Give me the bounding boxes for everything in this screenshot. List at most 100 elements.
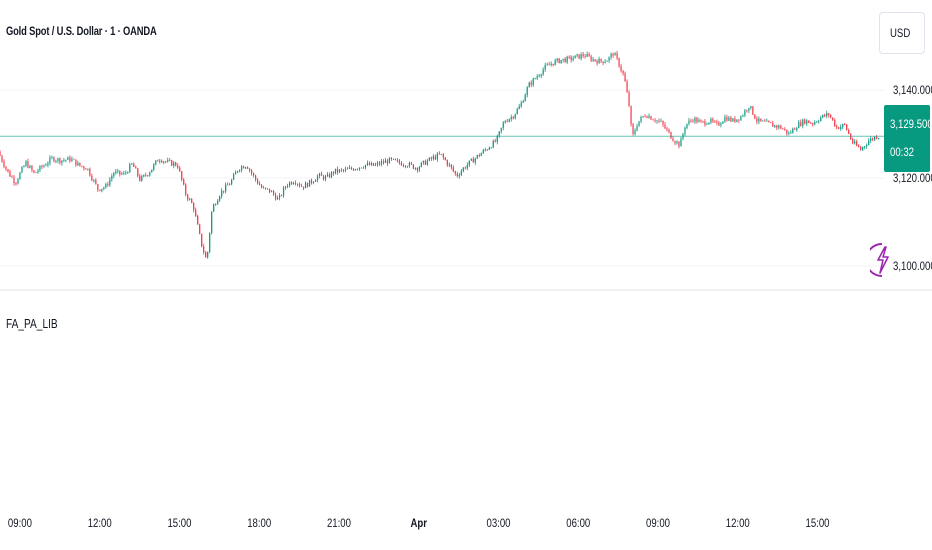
candle <box>866 143 868 149</box>
candle <box>860 145 862 151</box>
candle <box>406 165 408 168</box>
candle <box>772 120 774 127</box>
candle <box>572 55 574 62</box>
candle <box>546 62 548 66</box>
candle <box>402 163 404 168</box>
candle <box>422 160 424 165</box>
candle <box>470 158 472 161</box>
candle <box>832 117 834 121</box>
candle <box>133 162 135 167</box>
time-tick-label: 09:00 <box>8 517 32 530</box>
candle <box>0 150 1 157</box>
candle <box>536 74 538 81</box>
candle <box>718 120 720 126</box>
candle <box>135 165 137 169</box>
candle <box>508 118 510 123</box>
candle <box>85 168 87 170</box>
candle <box>558 58 560 64</box>
candle <box>61 160 63 166</box>
candle <box>530 80 532 88</box>
candle <box>231 178 233 186</box>
candle <box>632 123 634 136</box>
candle <box>706 122 708 126</box>
candle <box>219 195 221 202</box>
candle <box>259 181 261 186</box>
candle <box>247 166 249 169</box>
candle <box>261 184 263 189</box>
candle <box>600 58 602 64</box>
candle <box>448 162 450 168</box>
candle <box>199 223 201 235</box>
candle <box>344 166 347 173</box>
candle <box>862 146 864 152</box>
candle <box>696 116 698 124</box>
candle <box>47 161 49 168</box>
candle <box>700 119 702 123</box>
candle <box>562 58 564 63</box>
candle <box>362 166 365 169</box>
candle <box>780 124 782 130</box>
bolt-icon[interactable] <box>870 240 894 280</box>
currency-button[interactable]: USD <box>879 12 925 54</box>
candle <box>452 165 454 173</box>
candle <box>554 58 556 66</box>
candle <box>276 195 279 200</box>
time-tick-label: 12:00 <box>726 517 750 530</box>
candle <box>348 165 351 170</box>
candle <box>69 155 71 164</box>
candle <box>786 129 788 136</box>
candle <box>388 157 391 164</box>
candle <box>476 154 478 160</box>
candle <box>506 118 508 123</box>
candle <box>107 181 109 187</box>
candle <box>638 121 640 127</box>
candle <box>354 168 357 171</box>
candle <box>23 165 25 168</box>
candle <box>778 124 780 130</box>
candle <box>203 243 205 255</box>
indicator-label[interactable]: FA_PA_LIB <box>6 316 58 331</box>
candle <box>816 120 818 123</box>
candle <box>312 181 315 185</box>
candle <box>578 54 580 60</box>
candle <box>65 159 67 163</box>
candle <box>580 52 582 61</box>
symbol-title[interactable]: Gold Spot / U.S. Dollar · 1 · OANDA <box>6 24 157 38</box>
candle <box>302 186 305 191</box>
candle <box>642 116 644 118</box>
candle <box>434 154 436 161</box>
candle <box>239 169 241 173</box>
candle <box>748 107 750 114</box>
candle <box>55 159 57 164</box>
candle <box>35 171 37 173</box>
candle <box>165 160 167 164</box>
candle <box>864 145 866 150</box>
candle <box>570 55 572 63</box>
time-axis[interactable]: 09:00 12:00 15:00 18:00 21:00 Apr 03:00 06:00 09… <box>8 517 830 530</box>
candle <box>462 167 464 173</box>
candle <box>346 167 349 170</box>
candle <box>770 122 772 124</box>
candle <box>21 165 23 174</box>
candle <box>678 141 680 149</box>
candle <box>89 167 91 177</box>
candle <box>688 118 690 126</box>
time-tick-label: 15:00 <box>806 517 830 530</box>
candle <box>298 182 301 188</box>
candle <box>131 163 133 165</box>
candle <box>602 61 604 66</box>
candle <box>410 161 412 166</box>
candle <box>111 173 113 182</box>
candle <box>848 128 850 135</box>
candle <box>245 166 247 170</box>
candle <box>608 56 610 63</box>
time-tick-label: 03:00 <box>486 517 510 530</box>
candle <box>698 117 700 123</box>
candle <box>336 166 339 175</box>
candle <box>288 181 291 188</box>
price-axis[interactable]: 3,140.000 3,120.000 3,100.000 <box>893 84 932 273</box>
candle <box>1 154 3 163</box>
candle <box>272 189 275 196</box>
candle <box>702 120 704 124</box>
